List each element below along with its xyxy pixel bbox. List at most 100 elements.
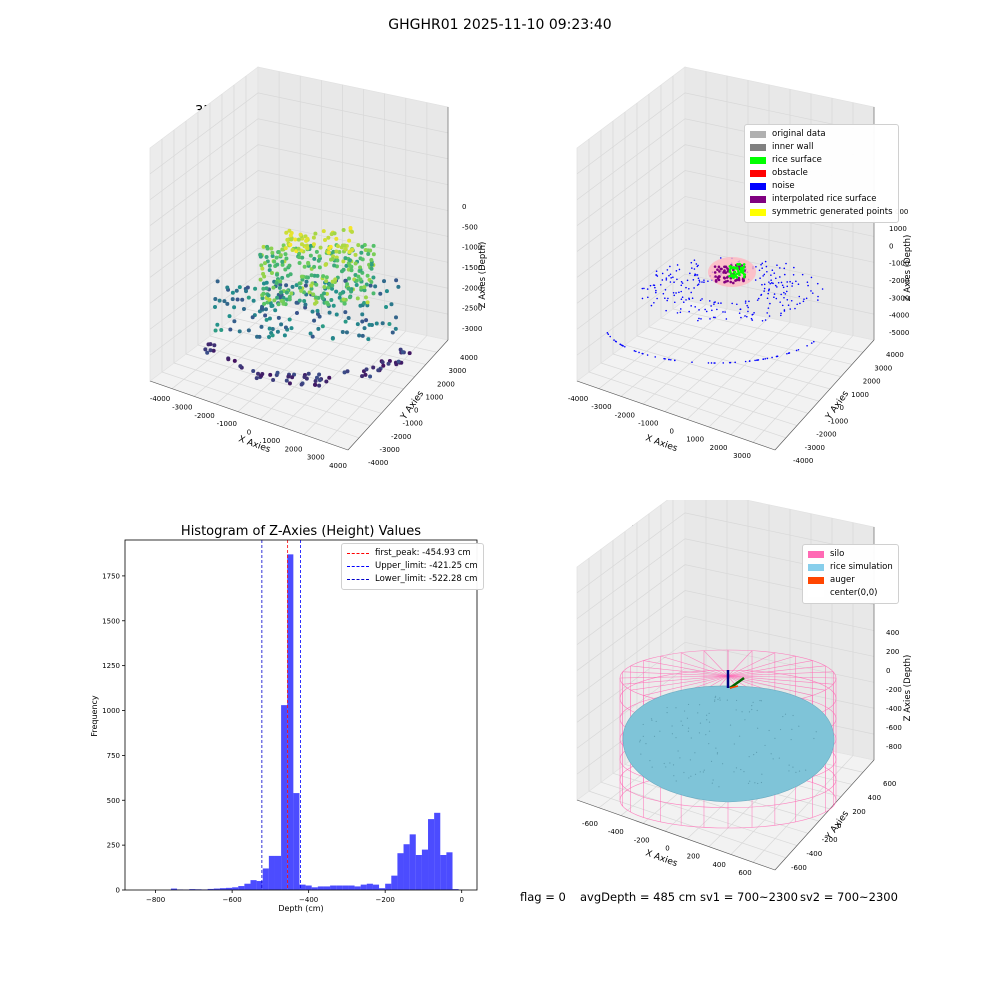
panel1-data-point (340, 330, 345, 335)
panel2-noise-point (747, 306, 749, 309)
panel2-noise-point (646, 288, 649, 290)
panel1-data-point (345, 282, 350, 287)
panel4-y-tick-label: 600 (883, 780, 896, 788)
panel2-rice-surface-point (735, 266, 738, 269)
histogram-axes: −800 −600 −400 −200 0 0 250 500 750 1000 1250 1500 1… (102, 539, 478, 904)
panel4-rice-mesh-node (735, 699, 738, 702)
panel4-rice-mesh-node (655, 720, 657, 723)
panel2-noise-point (774, 284, 777, 287)
panel2-interpolated-point (742, 279, 745, 283)
panel1-data-point (363, 295, 368, 300)
panel2-noise-point (717, 302, 720, 304)
panel1-data-point (311, 235, 316, 240)
histogram-y-tick-label: 1000 (102, 707, 120, 715)
panel2-noise-point (783, 296, 785, 299)
panel1-data-point (261, 244, 266, 249)
panel2-y-tick-label: -1000 (828, 417, 848, 425)
panel2-x-tick-label: -1000 (638, 419, 658, 427)
panel1-data-point (308, 243, 313, 248)
panel2-noise-point (714, 362, 716, 364)
panel1-data-point (306, 261, 311, 266)
panel2-noise-point (606, 332, 609, 334)
panel4-z-tick-label: -600 (886, 724, 902, 732)
panel1-data-point (237, 285, 242, 290)
panel1-z-tick-label: -1000 (462, 244, 482, 252)
panel1-data-point (371, 275, 376, 280)
panel1-data-point (312, 318, 317, 323)
panel2-noise-point (620, 344, 623, 346)
panel4-y-tick-label: 200 (852, 808, 865, 816)
panel2-noise-point (707, 280, 709, 282)
panel2-noise-point (685, 286, 687, 289)
panel1-data-point (303, 283, 308, 288)
panel4-y-tick-label: -400 (806, 850, 822, 858)
panel1-data-point (225, 285, 230, 290)
panel2-noise-point (770, 282, 773, 284)
panel1-data-point (357, 333, 362, 338)
panel4-3d-plot: -600-400-2000200400600-600-400-200020040… (576, 500, 913, 877)
panel1-data-point (308, 331, 313, 336)
panel1-data-point (310, 334, 315, 339)
panel1-data-point (311, 242, 316, 247)
panel1-data-point (237, 329, 242, 334)
panel1-data-point (299, 274, 304, 279)
panel2-rice-surface-point (739, 270, 743, 274)
panel1-data-point (259, 263, 264, 268)
panel4-rice-mesh-node (702, 771, 704, 773)
panel1-data-point (275, 272, 280, 277)
panel2-noise-point (764, 358, 767, 360)
panel2-noise-point (678, 291, 680, 294)
panel1-data-point (345, 369, 350, 374)
panel2-z-tick-label: -3000 (889, 294, 909, 302)
panel1-data-point (324, 279, 329, 284)
panel2-grid-line (588, 371, 787, 439)
panel1-data-point (332, 263, 337, 268)
panel2-noise-point (763, 287, 766, 290)
panel1-data-point (211, 348, 216, 353)
panel2-noise-point (795, 280, 797, 283)
panel2-noise-point (785, 262, 787, 265)
panel4-rice-mesh-node (744, 719, 746, 721)
panel1-data-point (317, 254, 322, 259)
panel1-points (203, 226, 412, 388)
panel2-noise-point (655, 274, 657, 276)
panel2-noise-point (661, 279, 664, 281)
panel4-legend-item: silo (808, 548, 893, 561)
panel1-data-point (389, 302, 394, 307)
panel1-data-point (272, 298, 277, 303)
panel1-data-point (354, 278, 359, 283)
histogram-frame (124, 539, 478, 891)
panel2-noise-point (806, 281, 809, 284)
panel2-noise-point (780, 293, 782, 296)
panel1-grid-line (173, 362, 371, 426)
panel2-z-tick-label: -4000 (889, 312, 909, 320)
panel2-noise-point (696, 265, 699, 268)
panel2-noise-point (760, 263, 762, 266)
panel2-y-tick-label: 0 (840, 404, 844, 412)
panel2-noise-point (821, 288, 824, 290)
panel1-data-point (323, 262, 328, 267)
panel4-rice-mesh-node (669, 762, 671, 764)
panel2-noise-point (763, 283, 766, 286)
panel4-rice-mesh-node (791, 728, 793, 730)
histogram-bar (415, 855, 422, 890)
panel1-data-point (387, 322, 392, 327)
panel2-noise-point (766, 357, 769, 360)
panel4-rice-mesh-node (708, 743, 710, 745)
panel1-data-point (343, 247, 348, 252)
panel4-rice-mesh-node (710, 760, 713, 762)
panel2-noise-point (797, 283, 800, 285)
panel2-noise-point (656, 297, 658, 300)
panel4-rice-mesh-node (687, 730, 689, 732)
panel2-interpolated-point (716, 276, 720, 279)
panel4-rice-mesh-node (639, 739, 641, 741)
panel4-rice-mesh-node (675, 780, 677, 782)
panel2-noise-point (659, 284, 662, 286)
panel1-data-point (270, 303, 275, 308)
panel4-rice-mesh-node (741, 711, 743, 713)
panel2-noise-point (692, 278, 695, 281)
panel2-noise-point (673, 359, 676, 362)
panel2-rice-surface-point (737, 269, 740, 273)
panel4-rice-mesh-node (764, 744, 766, 747)
